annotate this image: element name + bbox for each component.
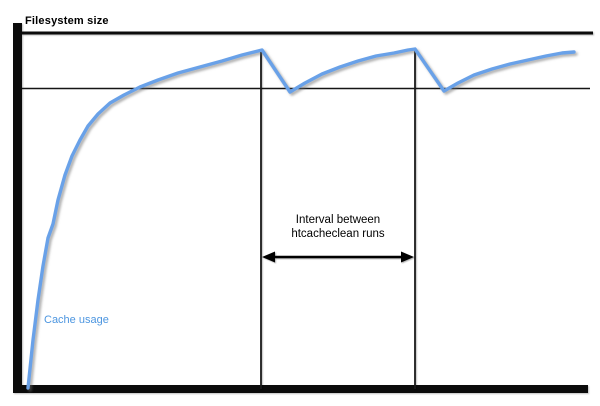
interval-arrow-head-left: [262, 251, 275, 263]
axes: [13, 23, 593, 393]
interval-arrow: [262, 251, 414, 263]
cache-usage-label: Cache usage: [44, 314, 109, 326]
interval-label: Interval between htcacheclean runs: [261, 213, 415, 241]
filesystem-size-label: Filesystem size: [25, 15, 109, 27]
interval-label-line1: Interval between: [295, 214, 381, 226]
cache-usage-curve: [26, 47, 576, 390]
interval-label-line2: htcacheclean runs: [291, 228, 385, 240]
x-axis-bar: [13, 385, 588, 393]
y-axis-bar: [13, 23, 22, 393]
interval-arrow-head-right: [401, 251, 414, 263]
